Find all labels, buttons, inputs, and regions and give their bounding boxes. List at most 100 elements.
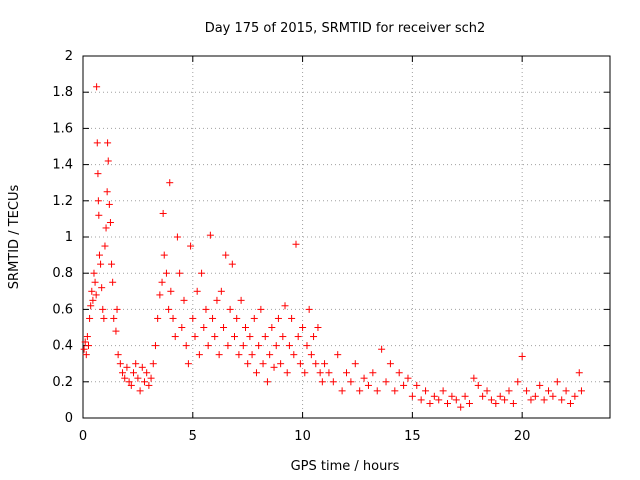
data-point — [97, 260, 105, 268]
data-point — [373, 387, 381, 395]
data-point — [233, 314, 241, 322]
data-point — [94, 197, 102, 205]
data-point — [171, 333, 179, 341]
x-axis-label: GPS time / hours — [291, 459, 400, 474]
data-point — [95, 211, 103, 219]
data-point — [154, 314, 162, 322]
data-point — [98, 284, 106, 292]
data-point — [108, 260, 116, 268]
data-point — [577, 387, 585, 395]
data-point — [382, 378, 390, 386]
data-point — [80, 345, 88, 353]
data-point — [220, 324, 228, 331]
data-point — [558, 396, 566, 404]
data-point — [329, 378, 337, 386]
data-point — [351, 360, 359, 368]
y-tick-label: 1.2 — [52, 194, 73, 209]
data-point — [222, 251, 230, 259]
data-point — [369, 369, 377, 377]
y-tick-label: 1.8 — [52, 85, 73, 100]
data-point — [84, 342, 92, 350]
data-point — [263, 378, 271, 386]
data-point — [125, 378, 133, 386]
data-point — [290, 351, 298, 359]
data-point — [121, 374, 129, 382]
data-point — [244, 360, 252, 368]
y-tick-label: 0.8 — [52, 266, 73, 281]
data-point — [136, 387, 144, 395]
data-point — [224, 342, 232, 350]
data-point — [553, 378, 561, 386]
data-point — [112, 327, 120, 335]
grid-lines — [83, 56, 610, 418]
data-point — [81, 338, 89, 346]
data-point — [211, 333, 219, 341]
data-point — [301, 369, 309, 377]
data-point — [114, 351, 122, 359]
data-point — [158, 278, 166, 286]
data-point — [536, 381, 544, 389]
data-point — [145, 381, 153, 389]
data-point — [426, 400, 434, 408]
data-point — [206, 231, 214, 239]
data-point — [195, 351, 203, 359]
data-point — [209, 314, 217, 322]
data-point — [321, 360, 329, 368]
data-point — [270, 363, 278, 371]
data-point — [213, 296, 221, 304]
data-point — [193, 287, 201, 295]
data-point — [312, 360, 320, 368]
axis-ticks: 00.20.40.60.811.21.41.61.820 5 10 15 20 — [52, 49, 610, 444]
data-point — [189, 314, 197, 322]
data-point — [103, 188, 111, 196]
data-point — [307, 351, 315, 359]
y-tick-label: 0 — [65, 411, 73, 426]
data-point — [461, 392, 469, 400]
data-point — [316, 369, 324, 377]
data-point — [149, 360, 157, 368]
data-point — [93, 83, 101, 91]
data-point — [151, 342, 159, 350]
data-point — [239, 342, 247, 350]
data-point — [95, 251, 103, 259]
data-point — [104, 139, 112, 147]
data-point — [116, 360, 124, 368]
data-point — [487, 396, 495, 404]
data-point — [241, 324, 249, 331]
data-point — [202, 305, 210, 313]
data-point — [452, 396, 460, 404]
data-point — [470, 374, 478, 382]
data-point — [575, 369, 583, 377]
data-point — [527, 396, 535, 404]
data-point — [413, 381, 421, 389]
data-point — [303, 342, 311, 350]
data-point — [226, 305, 234, 313]
data-point — [310, 333, 318, 341]
data-point — [180, 296, 188, 304]
data-point — [217, 287, 225, 295]
data-point — [496, 392, 504, 400]
x-tick-label: 20 — [514, 429, 531, 444]
data-point — [113, 305, 121, 313]
data-point — [255, 342, 263, 350]
data-point — [395, 369, 403, 377]
data-point — [378, 345, 386, 353]
x-tick-label: 0 — [79, 429, 87, 444]
data-point — [123, 363, 131, 371]
data-point — [248, 351, 256, 359]
y-tick-label: 1.4 — [52, 158, 73, 173]
y-tick-label: 1 — [65, 230, 73, 245]
data-point — [562, 387, 570, 395]
data-point — [160, 251, 168, 259]
data-point — [294, 333, 302, 341]
data-point — [435, 396, 443, 404]
data-point — [545, 387, 553, 395]
y-tick-label: 1.6 — [52, 121, 73, 136]
data-point — [386, 360, 394, 368]
data-point — [165, 305, 173, 313]
data-point — [279, 333, 287, 341]
data-point — [100, 314, 108, 322]
data-point — [457, 403, 465, 411]
data-point — [364, 381, 372, 389]
data-point — [296, 360, 304, 368]
